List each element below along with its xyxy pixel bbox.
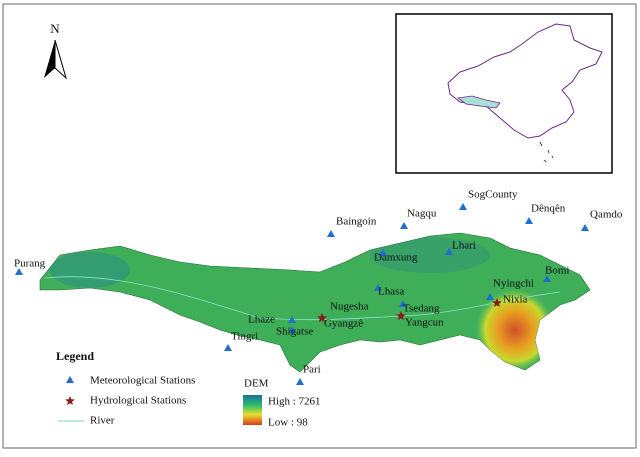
station-label: Lhaze [248, 314, 275, 326]
meteorological-station [400, 222, 408, 229]
meteorological-station [296, 378, 304, 385]
legend-label: River [90, 415, 115, 427]
station-label: Tsedang [403, 303, 440, 315]
meteorological-station [288, 316, 296, 323]
station-label: Tingri [231, 331, 258, 343]
hydrological-station [317, 313, 327, 322]
meteorological-station [399, 300, 407, 307]
meteorological-station [15, 268, 23, 275]
north-arrow [44, 40, 55, 78]
station-label: Baingoin [336, 216, 377, 228]
station-label: Lhasa [378, 286, 404, 298]
station-label: Lhari [452, 240, 476, 252]
meteorological-station [224, 344, 232, 351]
dem-high: High : 7261 [268, 396, 321, 408]
hydrological-station [396, 311, 406, 320]
china-outline [447, 23, 603, 139]
legend-title: Legend [56, 349, 94, 363]
dem-title: DEM [244, 378, 269, 390]
legend-label: Hydrological Stations [90, 395, 186, 407]
legend-triangle [66, 376, 74, 383]
station-label: Shigatse [276, 326, 313, 338]
meteorological-station [525, 217, 533, 224]
basin-inset [456, 95, 501, 109]
meteorological-station [581, 224, 589, 231]
meteorological-station [327, 230, 335, 237]
dem-low: Low : 98 [268, 417, 308, 429]
station-label: Purang [14, 258, 46, 270]
meteorological-station [288, 326, 296, 333]
station-label: Pari [303, 364, 321, 376]
station-label: Nixia [503, 294, 528, 306]
frame [2, 3, 637, 449]
north-arrow [54, 39, 67, 80]
station-label: Damxung [374, 252, 418, 264]
meteorological-station [459, 203, 467, 210]
station-label: Nagqu [407, 208, 437, 220]
station-label: Yangcun [405, 317, 444, 329]
meteorological-station [543, 275, 551, 282]
meteorological-station [486, 293, 494, 300]
station-label: Dênqên [531, 203, 566, 215]
legend-label: Meteorological Stations [90, 375, 195, 387]
legend-star [65, 396, 75, 405]
dem-ramp [243, 395, 262, 425]
islands [539, 141, 554, 163]
station-label: Bomi [545, 265, 569, 277]
meteorological-station [445, 248, 453, 255]
meteorological-station [379, 249, 387, 256]
station-label: Gyangzê [324, 318, 363, 330]
station-label: Nugesha [330, 301, 369, 313]
meteorological-station [374, 284, 382, 291]
hydrological-station [492, 298, 502, 307]
station-label: Qamdo [590, 209, 623, 221]
station-label: SogCounty [468, 189, 518, 201]
station-label: Nyingchi [493, 278, 534, 290]
north-label: N [50, 21, 60, 36]
